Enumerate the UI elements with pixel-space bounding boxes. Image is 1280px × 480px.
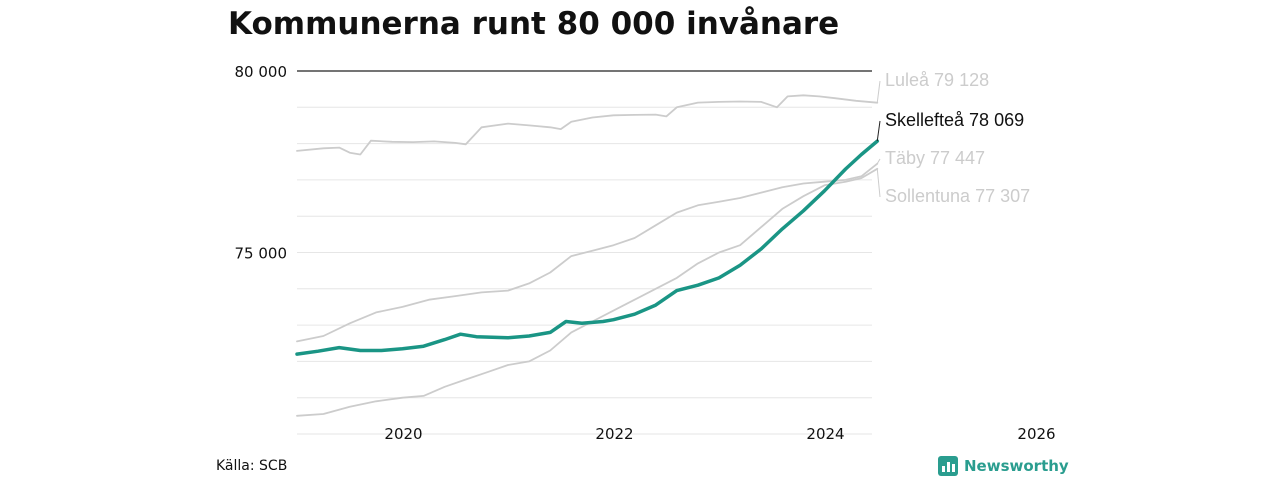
series-end-label-sollentuna: Sollentuna 77 307	[885, 186, 1030, 206]
series-line-skellefte	[295, 139, 880, 356]
source-note: Källa: SCB	[216, 458, 288, 474]
y-axis: 75 000 80 000	[235, 63, 288, 263]
series-line-tby	[296, 162, 879, 343]
series-end-labels: Luleå 79 128 Täby 77 447 Sollentuna 77 307…	[876, 70, 1030, 206]
label-leader-line	[876, 80, 881, 103]
x-tick-label: 2020	[384, 425, 422, 443]
series-end-label-skellefte: Skellefteå 78 069	[885, 110, 1024, 130]
y-tick-label: 75 000	[235, 245, 288, 263]
series-end-label-tby: Täby 77 447	[885, 148, 985, 168]
series-lines	[295, 94, 880, 417]
label-leader-line	[876, 158, 881, 164]
series-line-lule	[296, 94, 879, 156]
label-leader-line	[876, 168, 881, 198]
chart-title: Kommunerna runt 80 000 invånare	[228, 6, 840, 42]
x-tick-label: 2026	[1017, 425, 1055, 443]
label-leader-line	[876, 120, 881, 142]
y-tick-label: 80 000	[235, 63, 288, 81]
brand: Newsworthy	[938, 456, 1069, 476]
x-tick-label: 2022	[595, 425, 633, 443]
series-line-sollentuna	[296, 167, 879, 417]
newsworthy-logo-icon	[938, 456, 958, 476]
brand-name: Newsworthy	[964, 457, 1069, 475]
series-end-label-lule: Luleå 79 128	[885, 70, 989, 90]
x-tick-label: 2024	[806, 425, 844, 443]
x-axis: 2020 2022 2024 2026	[384, 425, 1055, 443]
